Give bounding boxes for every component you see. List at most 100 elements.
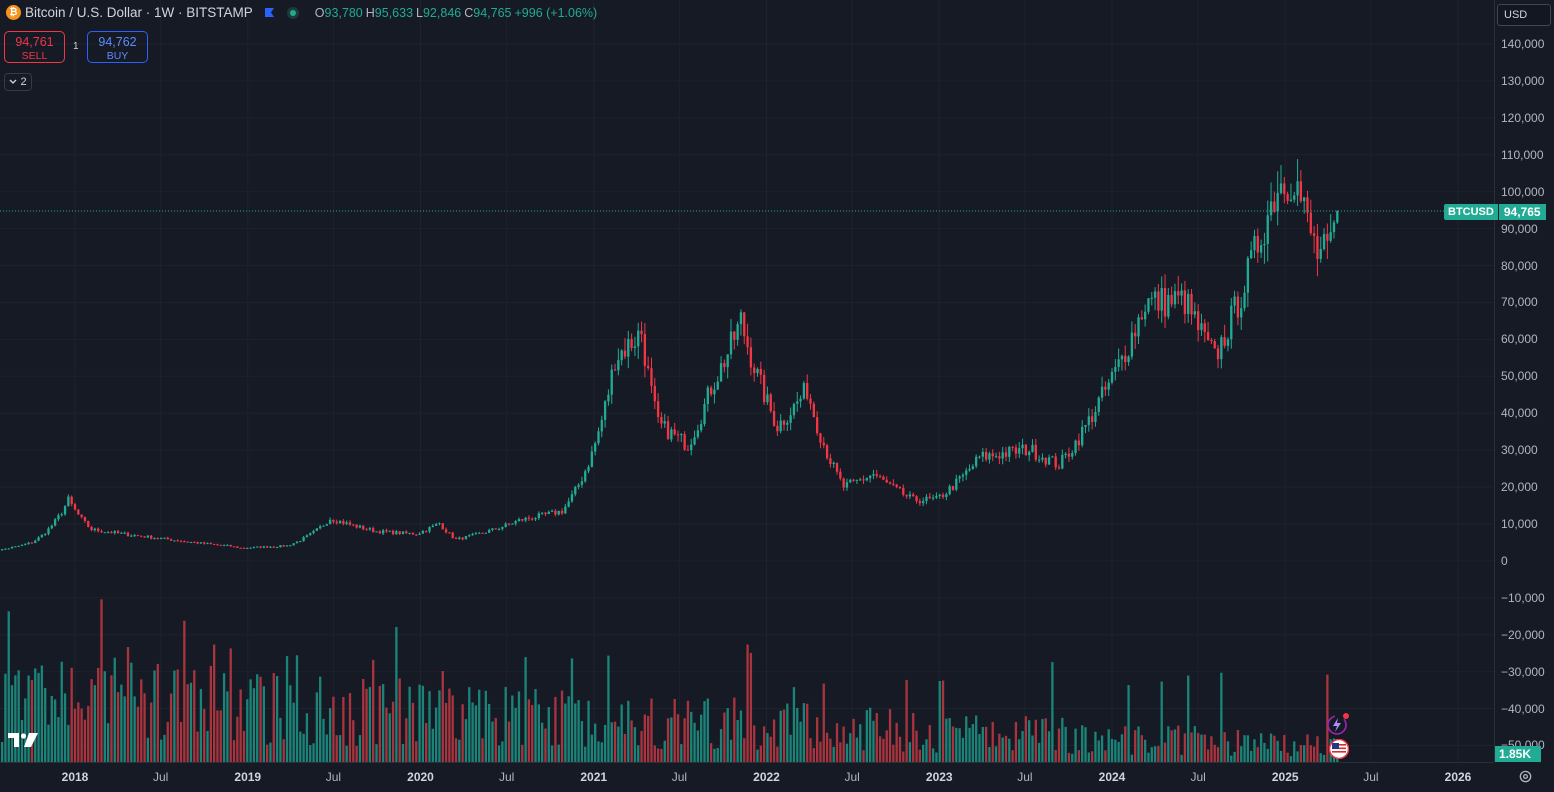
candle-body	[802, 383, 806, 399]
candle-body	[504, 523, 507, 527]
volume-bar	[1233, 751, 1236, 762]
candle	[120, 531, 123, 534]
candle	[266, 545, 269, 549]
candle	[955, 474, 958, 492]
indicators-toggle[interactable]: 2	[4, 73, 32, 91]
candle	[454, 536, 458, 540]
volume-bar	[1094, 731, 1097, 762]
candle	[700, 419, 703, 433]
volume-bar	[1246, 735, 1250, 762]
candle	[302, 535, 305, 542]
volume-bar	[945, 718, 948, 762]
symbol-title[interactable]: Bitcoin / U.S. Dollar · 1W · BITSTAMP	[25, 5, 253, 20]
candle-body	[729, 331, 733, 355]
volume-bar	[448, 688, 451, 762]
volume-bar	[746, 644, 749, 762]
candle	[438, 522, 441, 526]
candle-body	[1034, 444, 1037, 460]
candle	[1230, 298, 1233, 349]
candle-body	[968, 468, 971, 471]
candle-body	[448, 532, 451, 534]
candle-body	[835, 462, 839, 472]
candle-body	[256, 546, 259, 548]
price-tick-label: 70,000	[1501, 295, 1538, 310]
candle-body	[524, 517, 527, 521]
volume-bar	[822, 683, 825, 762]
candle-body	[806, 383, 809, 399]
candle	[199, 542, 203, 544]
candle	[1143, 304, 1147, 327]
candle-body	[537, 513, 540, 519]
candle	[216, 543, 219, 546]
volume-bar	[1293, 741, 1296, 762]
volume-bar	[776, 746, 779, 762]
candle	[484, 532, 487, 534]
time-axis[interactable]: 2018 Jul 2019 Jul 2020 Jul 2021 Jul 2022 Jul 2023 J…	[0, 762, 1494, 792]
currency-button[interactable]: USD	[1497, 4, 1551, 26]
volume-bar	[1240, 746, 1243, 762]
volume-bar	[951, 726, 955, 762]
candle	[116, 529, 120, 534]
volume-bar	[163, 734, 166, 762]
candle	[1028, 450, 1031, 462]
us-flag-icon[interactable]	[1329, 739, 1349, 759]
candle-body	[30, 542, 34, 544]
volume-bar	[342, 696, 345, 762]
volume-bar	[491, 721, 494, 762]
price-tick-label: 140,000	[1501, 37, 1545, 51]
candle-body	[743, 312, 746, 337]
candle-body	[769, 394, 772, 412]
candle	[1196, 303, 1200, 342]
candle	[1206, 322, 1210, 341]
price-axis[interactable]: 140,000 130,000 120,000 110,000 100,000 90,00…	[1494, 0, 1554, 762]
candle	[643, 323, 647, 378]
candle-body	[670, 429, 673, 440]
candle-body	[44, 534, 47, 536]
candle-body	[1041, 457, 1044, 460]
price-chart[interactable]	[0, 0, 1494, 762]
candle-body	[282, 545, 285, 547]
volume-bar	[647, 715, 650, 762]
market-status-icon[interactable]	[286, 6, 299, 19]
volume-bar	[736, 720, 739, 762]
candle-body	[242, 547, 246, 549]
candle-body	[87, 520, 90, 527]
candle	[623, 338, 627, 360]
candle-body	[1130, 332, 1134, 357]
lightning-icon[interactable]	[1325, 712, 1351, 736]
volume-bar	[643, 714, 647, 762]
candle	[706, 385, 709, 412]
candle-body	[123, 532, 126, 534]
candle	[749, 337, 753, 376]
candle	[713, 382, 716, 404]
volume-bar	[759, 745, 762, 762]
candle-body	[169, 539, 173, 541]
candle	[63, 505, 67, 516]
volume-bar	[302, 733, 305, 762]
volume-bar	[212, 644, 216, 762]
candle	[1163, 274, 1167, 328]
candle	[587, 464, 590, 474]
sell-button[interactable]: 94,761 SELL	[4, 31, 65, 63]
candle	[1094, 406, 1097, 427]
candle-body	[1312, 233, 1316, 236]
candle-body	[338, 521, 342, 524]
candle	[226, 544, 229, 546]
price-tick-label: 80,000	[1501, 258, 1538, 273]
candle	[153, 537, 156, 540]
candle	[550, 509, 554, 513]
candle	[448, 532, 451, 534]
buy-button[interactable]: 94,762 BUY	[87, 31, 148, 63]
candle	[1160, 276, 1163, 323]
volume-bar	[1230, 755, 1233, 762]
tradingview-logo-icon[interactable]	[7, 731, 41, 749]
candle	[206, 542, 209, 545]
volume-bar	[100, 599, 103, 762]
volume-bar	[1110, 738, 1114, 762]
flag-icon[interactable]	[263, 7, 275, 19]
volume-bar	[1034, 719, 1037, 762]
candle	[527, 515, 531, 522]
candle-body	[50, 525, 53, 529]
settings-icon[interactable]	[1518, 769, 1533, 784]
candle	[736, 321, 739, 346]
